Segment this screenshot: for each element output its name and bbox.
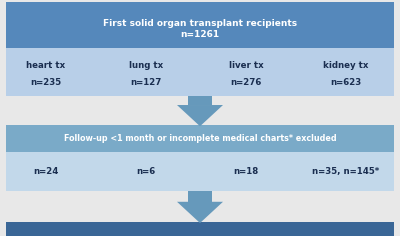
FancyBboxPatch shape	[6, 125, 394, 152]
Polygon shape	[177, 202, 223, 223]
Text: liver tx: liver tx	[229, 61, 263, 70]
Text: n=127: n=127	[130, 78, 162, 87]
FancyBboxPatch shape	[6, 48, 394, 96]
Text: n=623: n=623	[330, 78, 362, 87]
Polygon shape	[177, 105, 223, 126]
Text: n=1261: n=1261	[180, 30, 220, 39]
Text: n=18: n=18	[233, 167, 259, 176]
Text: n=24: n=24	[33, 167, 59, 176]
Text: n=235: n=235	[30, 78, 62, 87]
Text: heart tx: heart tx	[26, 61, 66, 70]
FancyBboxPatch shape	[6, 222, 394, 236]
FancyBboxPatch shape	[188, 96, 212, 105]
Text: First solid organ transplant recipients: First solid organ transplant recipients	[103, 19, 297, 28]
FancyBboxPatch shape	[188, 191, 212, 202]
Text: n=6: n=6	[136, 167, 156, 176]
Text: lung tx: lung tx	[129, 61, 163, 70]
FancyBboxPatch shape	[6, 152, 394, 191]
Text: Follow-up <1 month or incomplete medical charts* excluded: Follow-up <1 month or incomplete medical…	[64, 134, 336, 143]
FancyBboxPatch shape	[6, 2, 394, 48]
Text: n=276: n=276	[230, 78, 262, 87]
Text: kidney tx: kidney tx	[323, 61, 369, 70]
Text: n=35, n=145*: n=35, n=145*	[312, 167, 380, 176]
